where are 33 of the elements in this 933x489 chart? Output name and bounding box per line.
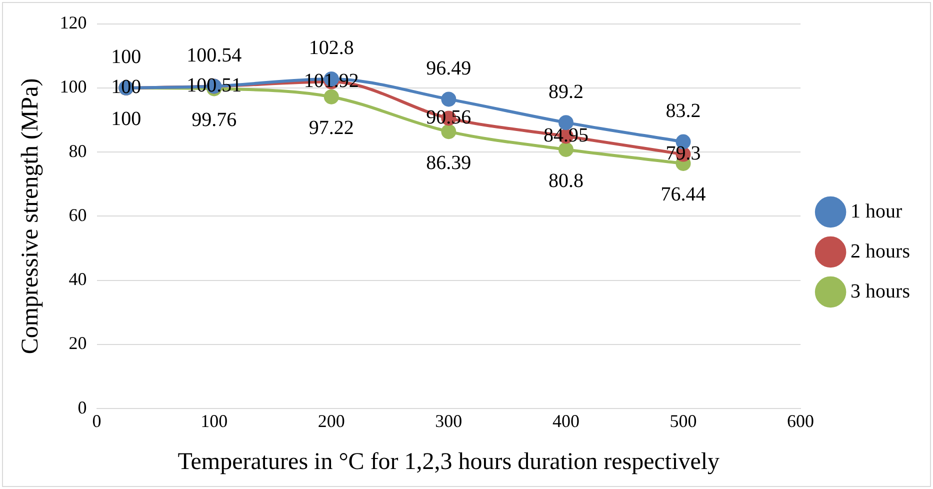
- x-axis-title: Temperatures in °C for 1,2,3 hours duration respectively: [178, 448, 720, 475]
- legend-label: 3 hours: [850, 280, 910, 302]
- data-label: 83.2: [666, 100, 701, 122]
- data-label: 89.2: [548, 80, 584, 103]
- x-tick-label: 400: [552, 411, 580, 432]
- data-label: 100: [111, 108, 142, 130]
- data-label: 101.92: [304, 70, 359, 92]
- data-label: 79.3: [666, 142, 701, 165]
- x-tick-label: 600: [787, 411, 814, 432]
- data-label: 96.49: [426, 57, 472, 80]
- legend-label: 1 hour: [850, 200, 903, 222]
- data-label: 100.54: [186, 44, 242, 66]
- y-tick-label: 80: [68, 140, 87, 161]
- y-tick-label: 100: [60, 76, 87, 97]
- x-tick-label: 100: [200, 411, 228, 432]
- data-label: 86.39: [426, 152, 472, 174]
- y-axis-title: Compressive strength (MPa): [18, 78, 44, 354]
- data-label: 97.22: [308, 117, 354, 140]
- data-label: 99.76: [192, 108, 237, 131]
- data-label: 80.8: [548, 170, 584, 192]
- x-tick-label: 200: [318, 411, 345, 432]
- x-tick-label: 300: [435, 411, 462, 432]
- x-tick-label: 500: [670, 411, 697, 432]
- data-label: 100: [111, 46, 142, 68]
- y-tick-label: 40: [68, 269, 87, 290]
- y-tick-label: 120: [60, 12, 87, 33]
- data-label: 76.44: [660, 184, 706, 206]
- y-tick-label: 60: [68, 204, 87, 225]
- data-label: 102.8: [308, 37, 354, 60]
- y-tick-label: 0: [78, 397, 87, 418]
- legend-label: 2 hours: [850, 240, 910, 262]
- y-tick-label: 20: [68, 333, 87, 354]
- x-tick-label: 0: [92, 411, 102, 432]
